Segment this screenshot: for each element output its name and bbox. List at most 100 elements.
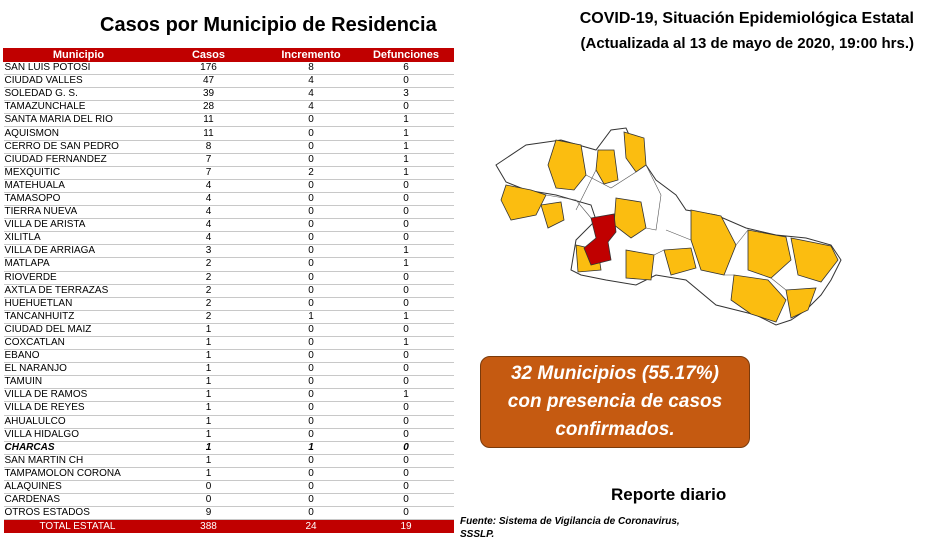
defunciones-cell: 1 — [358, 166, 454, 180]
defunciones-cell: 1 — [358, 113, 454, 128]
total-cases: 388 — [153, 519, 264, 534]
casos-cell: 2 — [153, 310, 264, 324]
defunciones-cell: 0 — [358, 218, 454, 233]
municipio-cell: MATEHUALA — [3, 179, 154, 193]
incremento-cell: 0 — [263, 192, 359, 207]
incremento-cell: 0 — [263, 375, 359, 390]
incremento-cell: 0 — [263, 506, 359, 521]
casos-cell: 3 — [153, 244, 264, 259]
incremento-cell: 0 — [263, 467, 359, 482]
casos-cell: 7 — [153, 153, 264, 167]
table-row: CHARCAS 1 1 0 — [3, 441, 454, 455]
incremento-cell: 0 — [263, 428, 359, 442]
table-row: ALAQUINES 0 0 0 — [3, 480, 454, 495]
table-title: Casos por Municipio de Residencia — [100, 14, 437, 36]
table-row: CIUDAD DEL MAIZ 1 0 0 — [3, 323, 454, 337]
defunciones-cell: 0 — [358, 401, 454, 416]
municipio-cell: OTROS ESTADOS — [3, 506, 154, 521]
defunciones-cell: 0 — [358, 297, 454, 311]
defunciones-cell: 0 — [358, 323, 454, 337]
municipio-cell: CIUDAD FERNANDEZ — [3, 153, 154, 167]
municipio-cell: AQUISMON — [3, 126, 154, 141]
municipality-with-cases — [595, 149, 619, 185]
table-row: XILITLA 4 0 0 — [3, 231, 454, 246]
table-row: VILLA DE ARISTA 4 0 0 — [3, 218, 454, 233]
casos-cell: 4 — [153, 218, 264, 233]
municipio-cell: ALAQUINES — [3, 480, 154, 495]
casos-cell: 4 — [153, 192, 264, 207]
casos-cell: 1 — [153, 388, 264, 403]
defunciones-cell: 0 — [358, 100, 454, 115]
municipio-cell: EL NARANJO — [3, 362, 154, 377]
defunciones-cell: 1 — [358, 310, 454, 324]
incremento-cell: 0 — [263, 205, 359, 220]
table-row: AHUALULCO 1 0 0 — [3, 415, 454, 429]
defunciones-cell: 6 — [358, 61, 454, 76]
table-row: MEXQUITIC 7 2 1 — [3, 166, 454, 180]
incremento-cell: 0 — [263, 349, 359, 364]
defunciones-cell: 0 — [358, 179, 454, 193]
table-row: VILLA DE REYES 1 0 0 — [3, 401, 454, 416]
casos-cell: 1 — [153, 441, 264, 455]
incremento-cell: 0 — [263, 401, 359, 416]
table-row: SAN MARTIN CH 1 0 0 — [3, 454, 454, 468]
incremento-cell: 0 — [263, 362, 359, 377]
casos-cell: 1 — [153, 323, 264, 337]
municipio-cell: TAMAZUNCHALE — [3, 100, 154, 115]
table-row: AXTLA DE TERRAZAS 2 0 0 — [3, 284, 454, 298]
table-row: CIUDAD FERNANDEZ 7 0 1 — [3, 153, 454, 167]
casos-cell: 4 — [153, 205, 264, 220]
municipality-with-cases — [623, 131, 647, 173]
defunciones-cell: 0 — [358, 192, 454, 207]
total-row: TOTAL ESTATAL 388 24 19 — [3, 519, 454, 534]
casos-cell: 1 — [153, 362, 264, 377]
table-row: TAMPAMOLON CORONA 1 0 0 — [3, 467, 454, 482]
total-deaths: 19 — [358, 519, 454, 534]
defunciones-cell: 0 — [358, 454, 454, 468]
municipality-with-cases — [730, 274, 787, 323]
casos-cell: 4 — [153, 231, 264, 246]
table-row: COXCATLAN 1 0 1 — [3, 336, 454, 351]
casos-cell: 1 — [153, 349, 264, 364]
municipio-cell: RIOVERDE — [3, 271, 154, 285]
municipio-cell: MEXQUITIC — [3, 166, 154, 180]
incremento-cell: 0 — [263, 493, 359, 508]
table-row: OTROS ESTADOS 9 0 0 — [3, 506, 454, 521]
source-line-1: Fuente: Sistema de Vigilancia de Coronav… — [460, 516, 680, 527]
municipio-cell: CIUDAD VALLES — [3, 74, 154, 89]
casos-cell: 2 — [153, 271, 264, 285]
defunciones-cell: 0 — [358, 271, 454, 285]
casos-cell: 11 — [153, 126, 264, 141]
municipio-cell: TAMUIN — [3, 375, 154, 390]
table-row: AQUISMON 11 0 1 — [3, 126, 454, 141]
municipal-borders — [545, 164, 787, 291]
municipio-cell: AHUALULCO — [3, 415, 154, 429]
table-row: CIUDAD VALLES 47 4 0 — [3, 74, 454, 89]
table-row: VILLA DE RAMOS 1 0 1 — [3, 388, 454, 403]
casos-cell: 4 — [153, 179, 264, 193]
incremento-cell: 0 — [263, 297, 359, 311]
municipio-cell: SOLEDAD G. S. — [3, 87, 154, 102]
report-title: COVID-19, Situación Epidemiológica Estat… — [579, 10, 914, 27]
casos-cell: 2 — [153, 284, 264, 298]
defunciones-cell: 0 — [358, 74, 454, 89]
defunciones-cell: 1 — [358, 388, 454, 403]
municipio-cell: TAMPAMOLON CORONA — [3, 467, 154, 482]
defunciones-cell: 0 — [358, 441, 454, 455]
incremento-cell: 0 — [263, 415, 359, 429]
incremento-cell: 0 — [263, 388, 359, 403]
table-row: TAMAZUNCHALE 28 4 0 — [3, 100, 454, 115]
table-row: MATLAPA 2 0 1 — [3, 257, 454, 272]
column-header-municipio: Municipio — [3, 48, 154, 62]
defunciones-cell: 1 — [358, 126, 454, 141]
incremento-cell: 0 — [263, 231, 359, 246]
total-label: TOTAL ESTATAL — [3, 519, 154, 534]
municipio-cell: VILLA DE ARRIAGA — [3, 244, 154, 259]
incremento-cell: 1 — [263, 310, 359, 324]
municipality-with-cases — [785, 287, 817, 319]
municipio-cell: COXCATLAN — [3, 336, 154, 351]
municipality-with-cases — [540, 201, 565, 229]
municipality-with-cases — [663, 247, 697, 276]
municipio-cell: CIUDAD DEL MAIZ — [3, 323, 154, 337]
incremento-cell: 0 — [263, 480, 359, 495]
